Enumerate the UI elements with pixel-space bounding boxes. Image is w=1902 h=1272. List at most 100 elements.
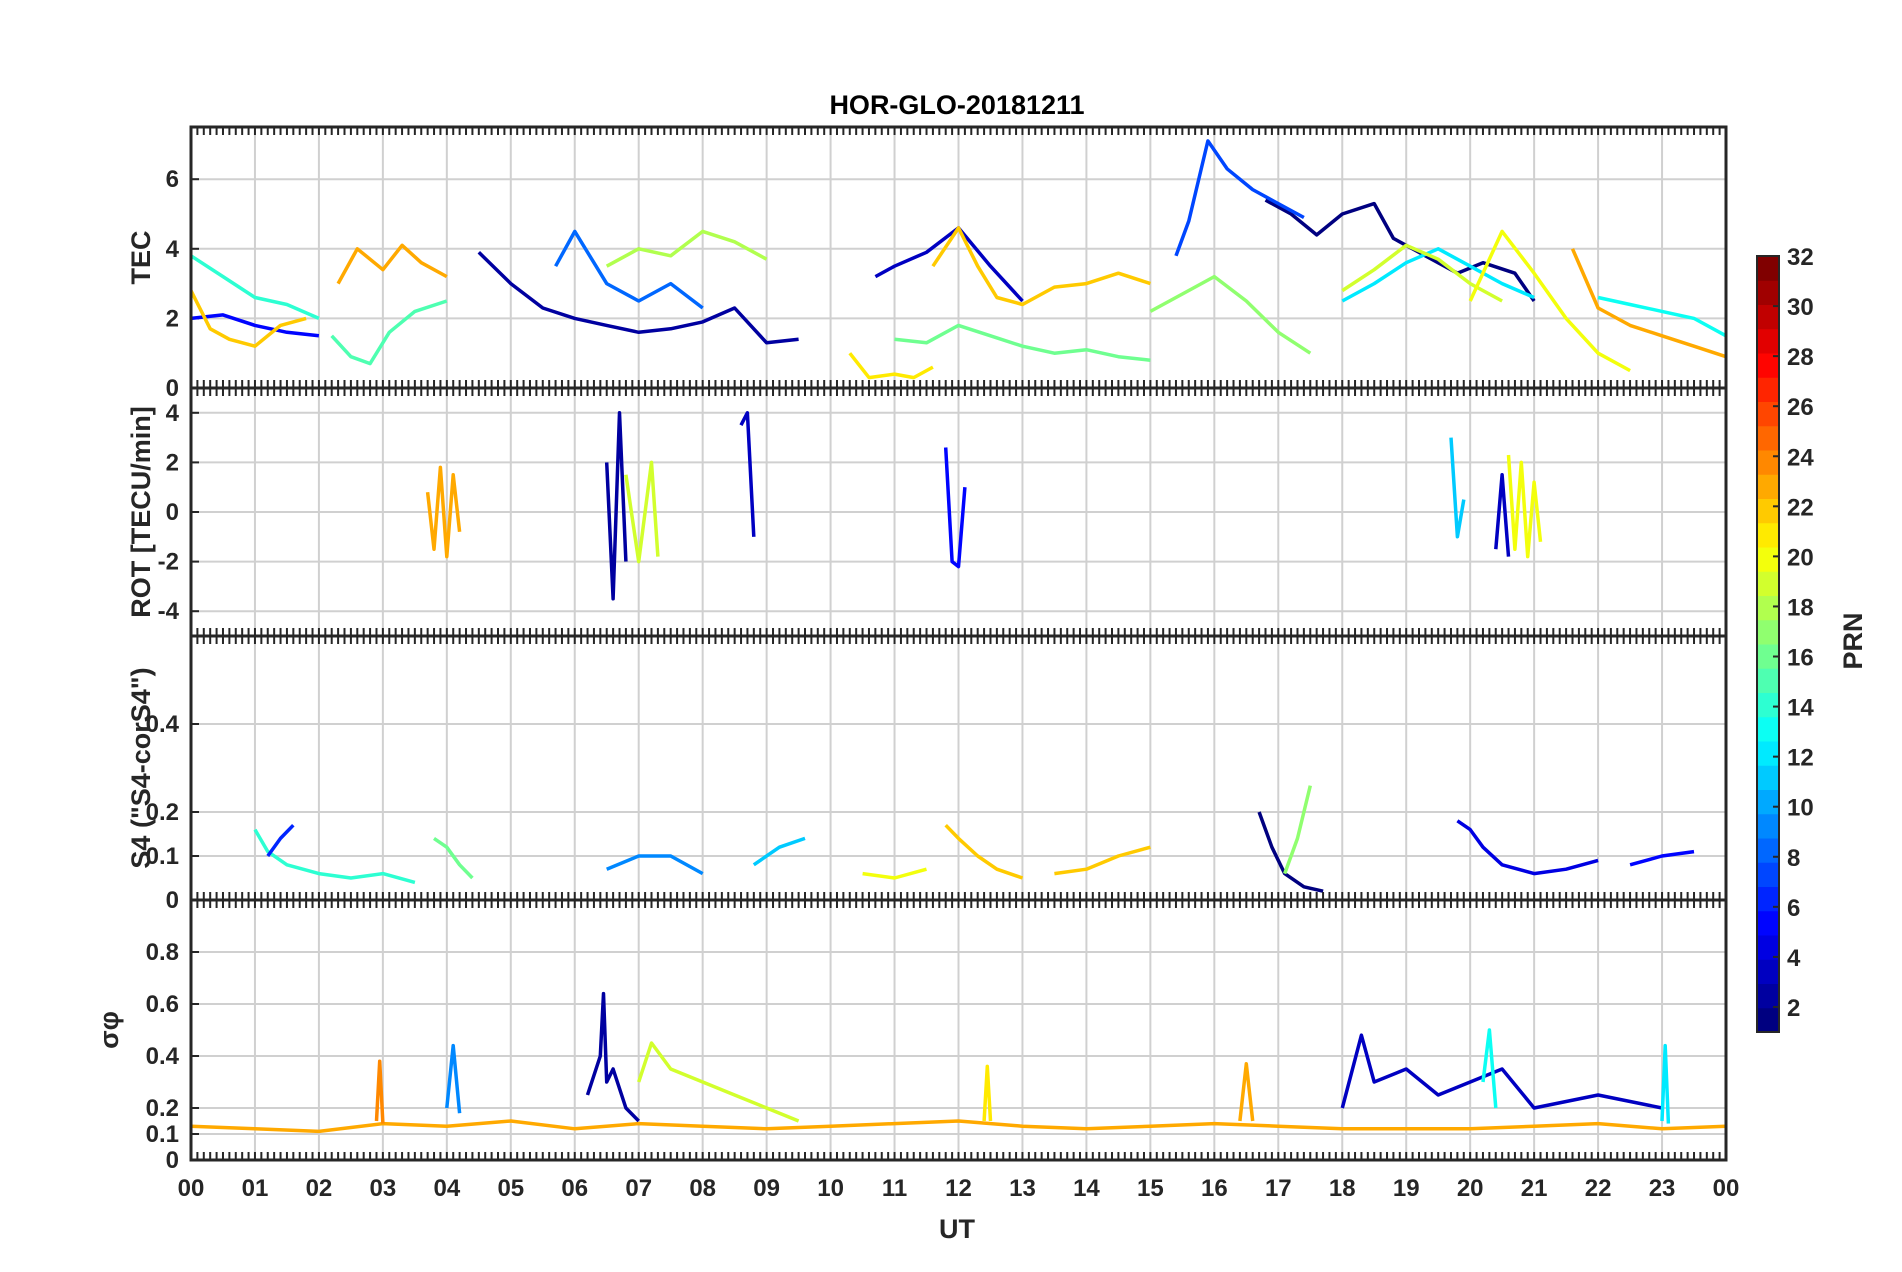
- series-line-prn-17: [1283, 785, 1313, 875]
- series-line-prn-22: [1054, 845, 1151, 876]
- series-line-prn-19: [637, 1041, 800, 1123]
- series-line-prn-5: [190, 313, 320, 338]
- colorbar-swatch: [1757, 571, 1779, 596]
- x-tick-label: 23: [1649, 1175, 1676, 1202]
- series-line-prn-9: [606, 854, 704, 876]
- colorbar-swatch: [1757, 619, 1779, 645]
- x-tick-label: 03: [370, 1175, 397, 1202]
- series-group: [189, 139, 1727, 380]
- series-line-prn-23: [336, 243, 448, 285]
- x-tick-label: 19: [1393, 1175, 1420, 1202]
- series-group: [190, 991, 1727, 1134]
- x-axis-label: UT: [939, 1214, 975, 1244]
- x-tick-label: 16: [1201, 1175, 1228, 1202]
- x-tick-label: 21: [1521, 1175, 1548, 1202]
- colorbar-swatch: [1757, 547, 1779, 572]
- x-tick-label: 20: [1457, 1175, 1484, 1202]
- y-tick-label: 0.2: [146, 799, 179, 826]
- colorbar-tick-label: 8: [1787, 845, 1800, 872]
- series-line-prn-23: [1238, 1062, 1255, 1122]
- series-line-prn-3: [874, 226, 1024, 303]
- colorbar-tick-label: 22: [1787, 494, 1814, 521]
- x-tick-label: 10: [817, 1175, 844, 1202]
- colorbar-swatch: [1757, 910, 1779, 936]
- colorbar-swatch: [1757, 862, 1779, 887]
- x-tick-label: 00: [1713, 1175, 1740, 1202]
- y-tick-label: 0.8: [146, 939, 179, 966]
- x-tick-label: 06: [561, 1175, 588, 1202]
- series-line-prn-11: [1449, 437, 1466, 539]
- series-line-prn-4: [1456, 819, 1599, 876]
- colorbar-frame: [1756, 255, 1780, 1033]
- series-line-prn-20: [862, 867, 927, 880]
- y-tick-label: 0.1: [146, 843, 179, 870]
- colorbar-swatch: [1757, 353, 1779, 378]
- colorbar-tick-label: 28: [1787, 344, 1814, 371]
- series-line-prn-3: [1494, 473, 1511, 557]
- y-tick-label: 0: [166, 887, 179, 914]
- series-line-prn-19: [1341, 243, 1503, 303]
- colorbar-tick-label: 20: [1787, 544, 1814, 571]
- series-line-prn-17: [1149, 274, 1312, 355]
- x-tick-label: 01: [242, 1175, 269, 1202]
- colorbar-swatch: [1757, 644, 1779, 669]
- colorbar-tick-label: 30: [1787, 294, 1814, 321]
- y-axis-label-s4: S4 ("S4-corS4"): [126, 667, 156, 868]
- x-tick-label: 18: [1329, 1175, 1356, 1202]
- series-line-prn-22: [931, 226, 1151, 307]
- series-line-prn-23: [190, 1119, 1727, 1134]
- series-line-prn-14: [253, 828, 416, 885]
- colorbar-tick-label: 10: [1787, 795, 1814, 822]
- x-tick-label: 22: [1585, 1175, 1612, 1202]
- colorbar-swatch: [1757, 741, 1779, 766]
- colorbar-swatch: [1757, 838, 1779, 863]
- series-line-prn-2: [585, 991, 640, 1123]
- axis-box: [189, 898, 1728, 1162]
- colorbar-swatch: [1757, 886, 1779, 912]
- colorbar-swatch: [1757, 692, 1779, 718]
- panel-tec: 0 2 4 6 TEC: [126, 125, 1728, 402]
- y-tick-label: 2: [166, 449, 179, 476]
- y-tick-label: 0.1: [146, 1121, 179, 1148]
- series-line-prn-21: [982, 1064, 993, 1122]
- y-axis-label-tec: TEC: [126, 231, 156, 285]
- series-line-prn-22: [944, 823, 1024, 880]
- chart-title: HOR-GLO-20181211: [829, 90, 1084, 120]
- series-line-prn-13: [1597, 295, 1727, 338]
- series-line-prn-18: [605, 229, 768, 268]
- y-tick-label: -4: [158, 598, 180, 625]
- colorbar-swatch: [1757, 789, 1779, 815]
- x-tick-label: 12: [945, 1175, 972, 1202]
- colorbar-label: PRN: [1838, 612, 1868, 669]
- series-line-prn-23: [1570, 248, 1727, 359]
- y-tick-label: 0.2: [146, 1095, 179, 1122]
- colorbar-tick-label: 6: [1787, 895, 1800, 922]
- colorbar-swatch: [1757, 959, 1779, 984]
- series-line-prn-5: [1629, 849, 1695, 867]
- y-tick-label: 4: [166, 400, 180, 427]
- colorbar-swatch: [1757, 280, 1779, 305]
- x-tick-label: 17: [1265, 1175, 1292, 1202]
- colorbar-tick-label: 2: [1787, 995, 1800, 1022]
- x-tick-labels: 00 01 02 03 04 05 06 07 08 09 10 11 12 13 14 15 16 17 18 19…: [178, 1175, 1740, 1202]
- colorbar-swatch: [1757, 474, 1779, 499]
- x-tick-label: 07: [625, 1175, 652, 1202]
- colorbar-swatch: [1757, 716, 1779, 742]
- series-line-prn-24: [374, 1059, 385, 1124]
- series-line-prn-23: [425, 465, 462, 559]
- colorbar-swatch: [1757, 595, 1779, 621]
- x-tick-label: 09: [753, 1175, 780, 1202]
- y-tick-label: 0.6: [146, 991, 179, 1018]
- colorbar-swatch: [1757, 401, 1779, 427]
- y-tick-label: 4: [166, 236, 180, 263]
- series-line-prn-20: [1506, 454, 1543, 559]
- colorbar-swatch: [1757, 1007, 1779, 1033]
- y-tick-label: 0.4: [146, 1043, 180, 1070]
- colorbar-swatch: [1757, 668, 1779, 693]
- series-group: [253, 785, 1695, 893]
- colorbar-swatch: [1757, 450, 1779, 475]
- colorbar-tick-label: 26: [1787, 394, 1814, 421]
- x-tick-label: 05: [497, 1175, 524, 1202]
